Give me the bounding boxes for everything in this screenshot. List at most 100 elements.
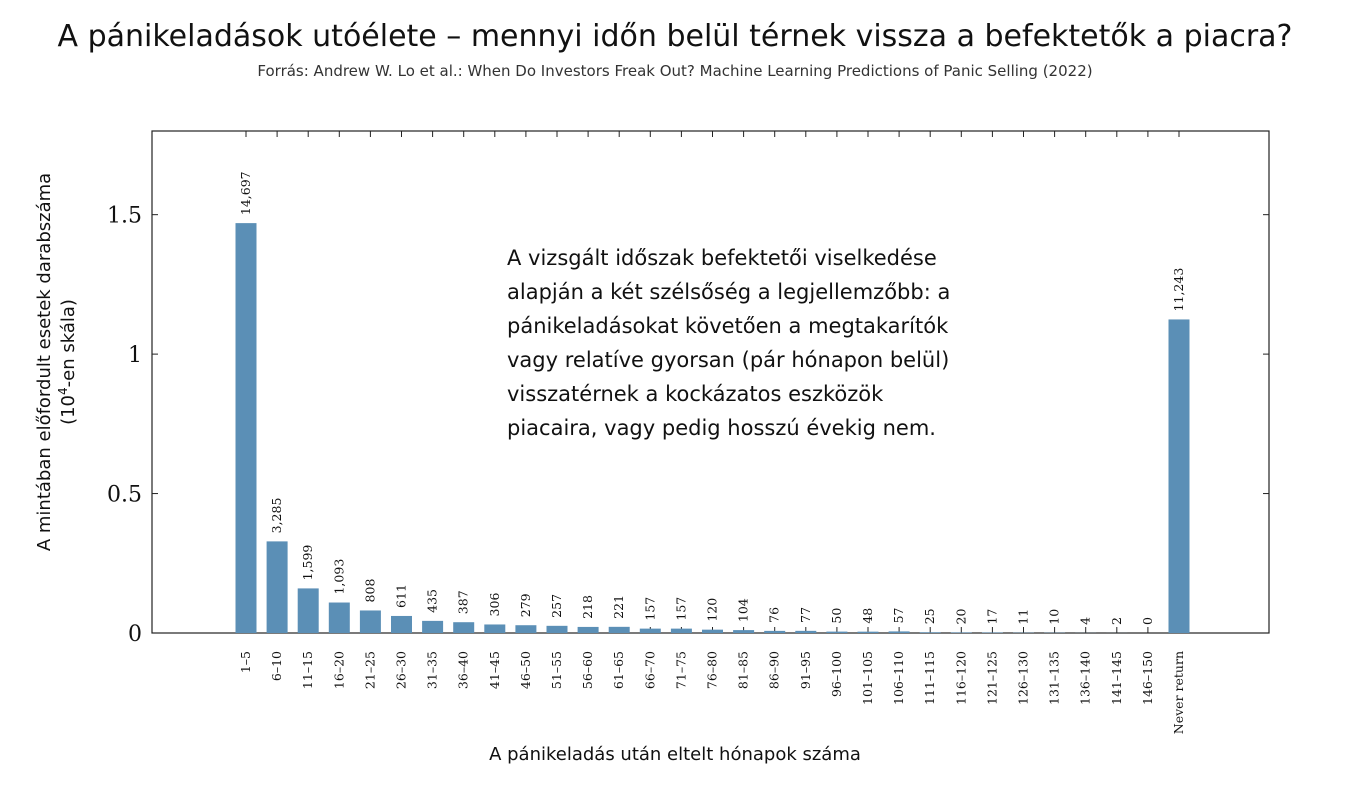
y-axis-label-line-2: (104-en skála) bbox=[56, 299, 79, 425]
chart-title: A pánikeladások utóélete – mennyi időn b… bbox=[58, 19, 1293, 54]
x-tick-label: 121–125 bbox=[984, 651, 999, 705]
bar-Never return bbox=[1168, 319, 1190, 633]
x-tick-label: 91–95 bbox=[798, 651, 813, 689]
x-tick-label: 131–135 bbox=[1047, 651, 1062, 705]
data-label: 120 bbox=[705, 598, 720, 622]
data-label: 20 bbox=[953, 608, 968, 624]
annotation-line-2: alapján a két szélsőség a legjellemzőbb:… bbox=[507, 280, 950, 304]
data-label: 611 bbox=[394, 584, 409, 608]
annotation-line-1: A vizsgált időszak befektetői viselkedés… bbox=[507, 246, 937, 270]
data-label: 57 bbox=[891, 607, 906, 623]
data-label: 306 bbox=[487, 593, 502, 617]
data-label: 1,093 bbox=[331, 559, 346, 595]
x-tick-label: 46–50 bbox=[518, 651, 533, 689]
x-tick-label: 136–140 bbox=[1078, 651, 1093, 705]
x-tick-label: 71–75 bbox=[673, 651, 688, 689]
x-tick-label: 11–15 bbox=[300, 651, 315, 689]
data-label: 1,599 bbox=[300, 545, 315, 581]
x-tick-label: 86–90 bbox=[767, 651, 782, 689]
x-tick-label: 41–45 bbox=[487, 651, 502, 689]
data-label: 77 bbox=[798, 607, 813, 623]
x-tick-label: 146–150 bbox=[1140, 651, 1155, 705]
x-tick-label: 51–55 bbox=[549, 651, 564, 689]
x-tick-label: 76–80 bbox=[705, 651, 720, 689]
bar-116–120 bbox=[950, 632, 972, 633]
x-tick-label: 61–65 bbox=[611, 651, 626, 689]
bar-71–75 bbox=[670, 628, 692, 633]
bar-111–115 bbox=[919, 632, 941, 633]
x-tick-label: 16–20 bbox=[331, 651, 346, 689]
y-tick-label: 1 bbox=[128, 343, 142, 368]
data-label: 11 bbox=[1016, 609, 1031, 625]
x-tick-label: 6–10 bbox=[269, 651, 284, 681]
bar-101–105 bbox=[857, 631, 879, 633]
data-label: 0 bbox=[1140, 617, 1155, 625]
data-label: 50 bbox=[829, 608, 844, 624]
annotation-line-4: vagy relatíve gyorsan (pár hónapon belül… bbox=[507, 348, 949, 372]
bar-41–45 bbox=[484, 624, 506, 633]
x-tick-label: 1–5 bbox=[238, 651, 253, 673]
x-tick-label: 141–145 bbox=[1109, 651, 1124, 705]
x-tick-label: 96–100 bbox=[829, 651, 844, 697]
bar-31–35 bbox=[422, 620, 444, 633]
bar-106–110 bbox=[888, 631, 910, 633]
data-label: 218 bbox=[580, 595, 595, 619]
data-label: 10 bbox=[1047, 609, 1062, 625]
x-tick-label: 81–85 bbox=[736, 651, 751, 689]
data-label: 11,243 bbox=[1171, 268, 1186, 312]
value-labels-group: 14,697 3,285 1,599 1,093 808 611 435 387 306 279 2… bbox=[238, 171, 1186, 625]
x-tick-label: 101–105 bbox=[860, 651, 875, 705]
chart-subtitle: Forrás: Andrew W. Lo et al.: When Do Inv… bbox=[257, 62, 1092, 80]
annotation-line-5: visszatérnek a kockázatos eszközök bbox=[507, 382, 884, 406]
y-tick-labels-group: 0 0.5 1 1.5 bbox=[107, 204, 142, 647]
data-label: 17 bbox=[984, 609, 999, 625]
data-label: 279 bbox=[518, 593, 533, 617]
y-axis-label-suffix: -en skála) bbox=[58, 299, 79, 387]
bar-91–95 bbox=[795, 630, 817, 633]
data-label: 257 bbox=[549, 594, 564, 618]
bar-66–70 bbox=[639, 628, 661, 633]
y-axis-label-prefix: (10 bbox=[58, 395, 79, 425]
data-label: 157 bbox=[673, 597, 688, 621]
data-label: 221 bbox=[611, 595, 626, 619]
y-tick-label: 0.5 bbox=[107, 483, 142, 508]
x-tick-label: Never return bbox=[1171, 651, 1186, 734]
data-label: 808 bbox=[362, 579, 377, 603]
data-label: 14,697 bbox=[238, 171, 253, 215]
y-axis-label: A mintában előfordult esetek darabszáma … bbox=[34, 173, 79, 551]
data-label: 3,285 bbox=[269, 498, 284, 534]
bar-76–80 bbox=[702, 629, 723, 633]
bar-96–100 bbox=[826, 631, 848, 633]
bar-86–90 bbox=[764, 630, 786, 633]
bar-56–60 bbox=[577, 626, 599, 633]
bar-36–40 bbox=[453, 622, 475, 633]
y-axis-label-sup: 4 bbox=[56, 387, 70, 395]
x-tick-label: 36–40 bbox=[456, 651, 471, 689]
bar-21–25 bbox=[359, 610, 381, 633]
x-tick-label: 66–70 bbox=[642, 651, 657, 689]
data-label: 4 bbox=[1078, 617, 1093, 625]
x-tick-labels-group: 1–5 6–10 11–15 16–20 21–25 26–30 31–35 36–40 41–… bbox=[238, 651, 1186, 734]
x-tick-label: 106–110 bbox=[891, 651, 906, 705]
data-label: 2 bbox=[1109, 617, 1124, 625]
data-label: 435 bbox=[425, 589, 440, 613]
bar-61–65 bbox=[608, 626, 630, 633]
data-label: 48 bbox=[860, 608, 875, 624]
x-tick-label: 111–115 bbox=[922, 651, 937, 705]
bar-51–55 bbox=[546, 625, 568, 633]
x-tick-label: 116–120 bbox=[953, 651, 968, 705]
y-axis-label-line-1: A mintában előfordult esetek darabszáma bbox=[34, 173, 55, 551]
annotation-line-3: pánikeladásokat követően a megtakarítók bbox=[507, 314, 949, 338]
bar-46–50 bbox=[515, 625, 537, 633]
x-tick-label: 56–60 bbox=[580, 651, 595, 689]
bar-1–5 bbox=[235, 223, 257, 633]
y-tick-label: 0 bbox=[128, 622, 142, 647]
data-label: 157 bbox=[642, 597, 657, 621]
x-tick-label: 26–30 bbox=[394, 651, 409, 689]
bars-group bbox=[235, 223, 1190, 633]
x-tick-label: 31–35 bbox=[425, 651, 440, 689]
bar-16–20 bbox=[328, 602, 350, 633]
bar-11–15 bbox=[297, 588, 319, 633]
bar-26–30 bbox=[391, 615, 412, 633]
